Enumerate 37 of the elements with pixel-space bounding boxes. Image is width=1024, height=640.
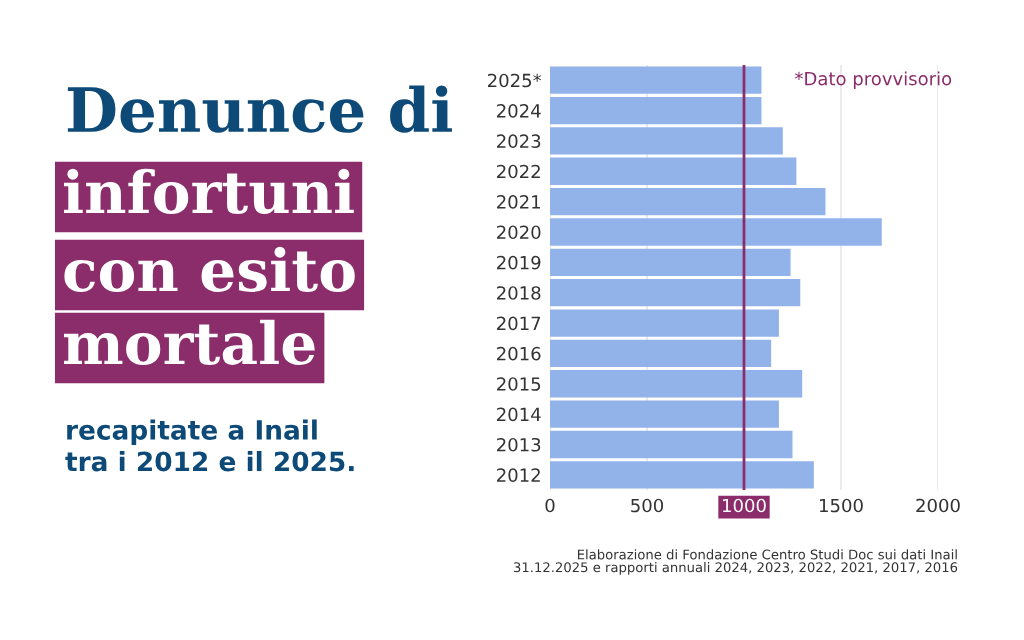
bar [550,157,797,185]
x-tick-label: 1000 [723,498,766,513]
x-tick-label: 2000 [916,498,960,513]
text: recapitate a Inail tra i 2012 e il 2025. [65,419,354,472]
annotation: *Dato provvisorio [794,71,952,89]
bar [550,66,762,94]
y-tick-label: 2023 [497,134,541,149]
text: Denunce di infortuni con esito mortale [64,85,452,365]
y-tick-label: 2021 [497,195,540,209]
bar [550,127,783,155]
x-tick-label: 500 [631,498,664,513]
x-tick-label: 1500 [820,498,863,513]
y-tick-label: 2022 [497,164,540,179]
y-tick-label: 2017 [497,316,541,331]
y-tick-label: 2014 [497,407,541,422]
y-tick-label: 2019 [497,255,541,270]
text: Elaborazione di Fondazione Centro Studi Doc sui dati Inail 31.12.2025 e rapporti annuali 2024, 2023, 2022, 2021, 2017, 2016 [513,549,958,575]
bar [550,370,803,398]
y-tick-label: 2020 [497,225,541,240]
bar [550,218,882,246]
bar [550,430,793,459]
bar [550,187,826,216]
y-tick-label: 2013 [497,437,541,452]
bar [550,339,772,368]
bar [550,309,779,337]
bar [550,461,814,489]
bar [550,96,762,125]
y-tick-label: 2016 [497,346,541,361]
bar [550,279,801,307]
y-tick-label: 2018 [497,286,541,300]
y-tick-label: 2024 [497,103,541,118]
bar [550,248,791,276]
y-tick-label: 2012 [497,468,540,482]
y-tick-label: 2015 [497,377,541,391]
y-tick-label: 2025* [488,73,542,88]
bar [550,400,779,428]
x-tick-label: 0 [545,498,555,513]
